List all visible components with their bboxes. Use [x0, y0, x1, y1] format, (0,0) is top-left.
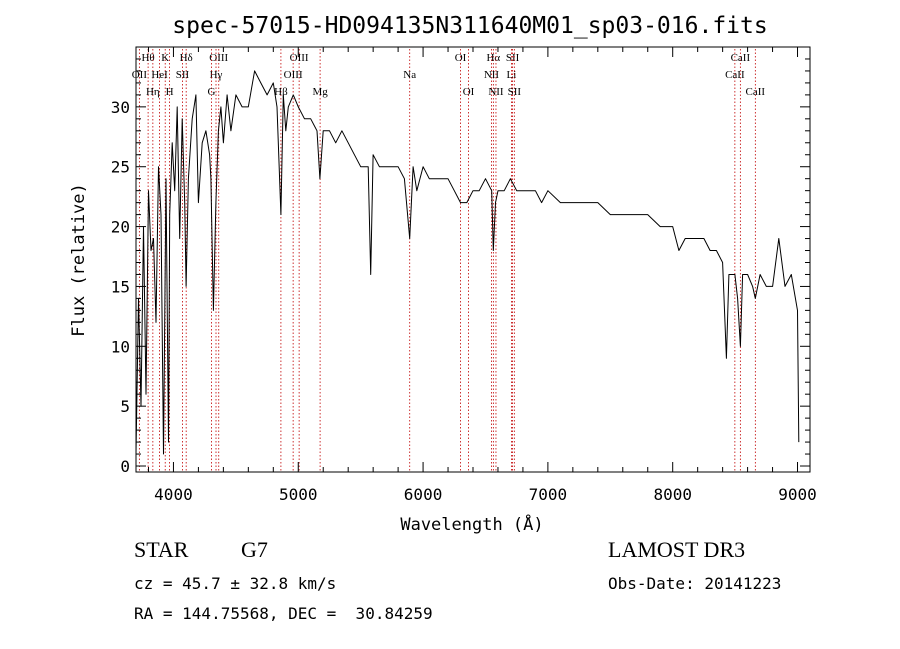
spectral-line-label: NII	[488, 86, 504, 98]
x-tick-label: 8000	[653, 485, 692, 504]
spectral-line-label: HeI	[151, 69, 168, 81]
spectral-line-label: CaII	[725, 69, 745, 81]
spectral-line-label: Li	[507, 69, 517, 81]
flux-series	[135, 70, 800, 455]
spectral-line-label: SII	[176, 69, 190, 81]
spectral-line-label: Na	[403, 69, 416, 81]
spectral-line-label: OI	[455, 52, 467, 64]
spectral-line-label: Mg	[312, 86, 328, 98]
y-tick-label: 20	[111, 218, 130, 237]
spectral-line-label: CaII	[746, 86, 766, 98]
y-axis: 0 5 10 15 20 25 30	[111, 58, 810, 476]
spectral-line-label: OIII	[290, 52, 309, 64]
coordinates: RA = 144.75568, DEC = 30.84259	[134, 604, 433, 623]
spectral-line-label: NII	[484, 69, 500, 81]
object-type: STAR	[134, 537, 189, 562]
redshift-cz: cz = 45.7 ± 32.8 km/s	[134, 574, 337, 593]
spectral-line-label: G	[208, 86, 216, 98]
chart-title: spec-57015-HD094135N311640M01_sp03-016.f…	[172, 13, 767, 39]
x-tick-label: 6000	[404, 485, 443, 504]
spectral-line-label: OIII	[209, 52, 228, 64]
y-tick-label: 10	[111, 337, 130, 356]
x-tick-label: 5000	[279, 485, 318, 504]
y-axis-label: Flux (relative)	[69, 183, 89, 337]
spectral-line-label: K	[161, 52, 169, 64]
spectral-line-label: SII	[508, 86, 522, 98]
x-axis: 4000 5000 6000 7000 8000 9000	[147, 47, 817, 504]
x-tick-label: 9000	[778, 485, 817, 504]
plot-frame	[135, 46, 811, 473]
spectral-line-label: H	[166, 86, 174, 98]
spectral-line-label: OIII	[284, 69, 303, 81]
x-axis-label: Wavelength (Å)	[400, 513, 543, 535]
spectral-line-label: Hη	[146, 86, 160, 98]
x-tick-label: 7000	[529, 485, 568, 504]
y-tick-label: 5	[120, 397, 130, 416]
flux-line	[135, 70, 800, 455]
spectral-line-label: Hθ	[141, 52, 154, 64]
y-tick-label: 30	[111, 98, 130, 117]
survey-name: LAMOST DR3	[608, 537, 746, 562]
spectral-line-label: Hα	[486, 52, 500, 64]
y-tick-label: 0	[120, 457, 130, 476]
spectral-line-label: CaII	[731, 52, 751, 64]
y-tick-label: 25	[111, 158, 130, 177]
x-tick-label: 4000	[154, 485, 193, 504]
spectral-line-label: OI	[463, 86, 475, 98]
y-tick-label: 15	[111, 277, 130, 296]
spectral-line-label: Hγ	[210, 69, 223, 81]
spectral-line-label: Hβ	[274, 86, 288, 98]
spectral-line-label: SII	[506, 52, 520, 64]
spectral-line-label: Hδ	[180, 52, 193, 64]
object-subclass: G7	[241, 537, 268, 562]
observation-date: Obs-Date: 20141223	[608, 574, 782, 593]
